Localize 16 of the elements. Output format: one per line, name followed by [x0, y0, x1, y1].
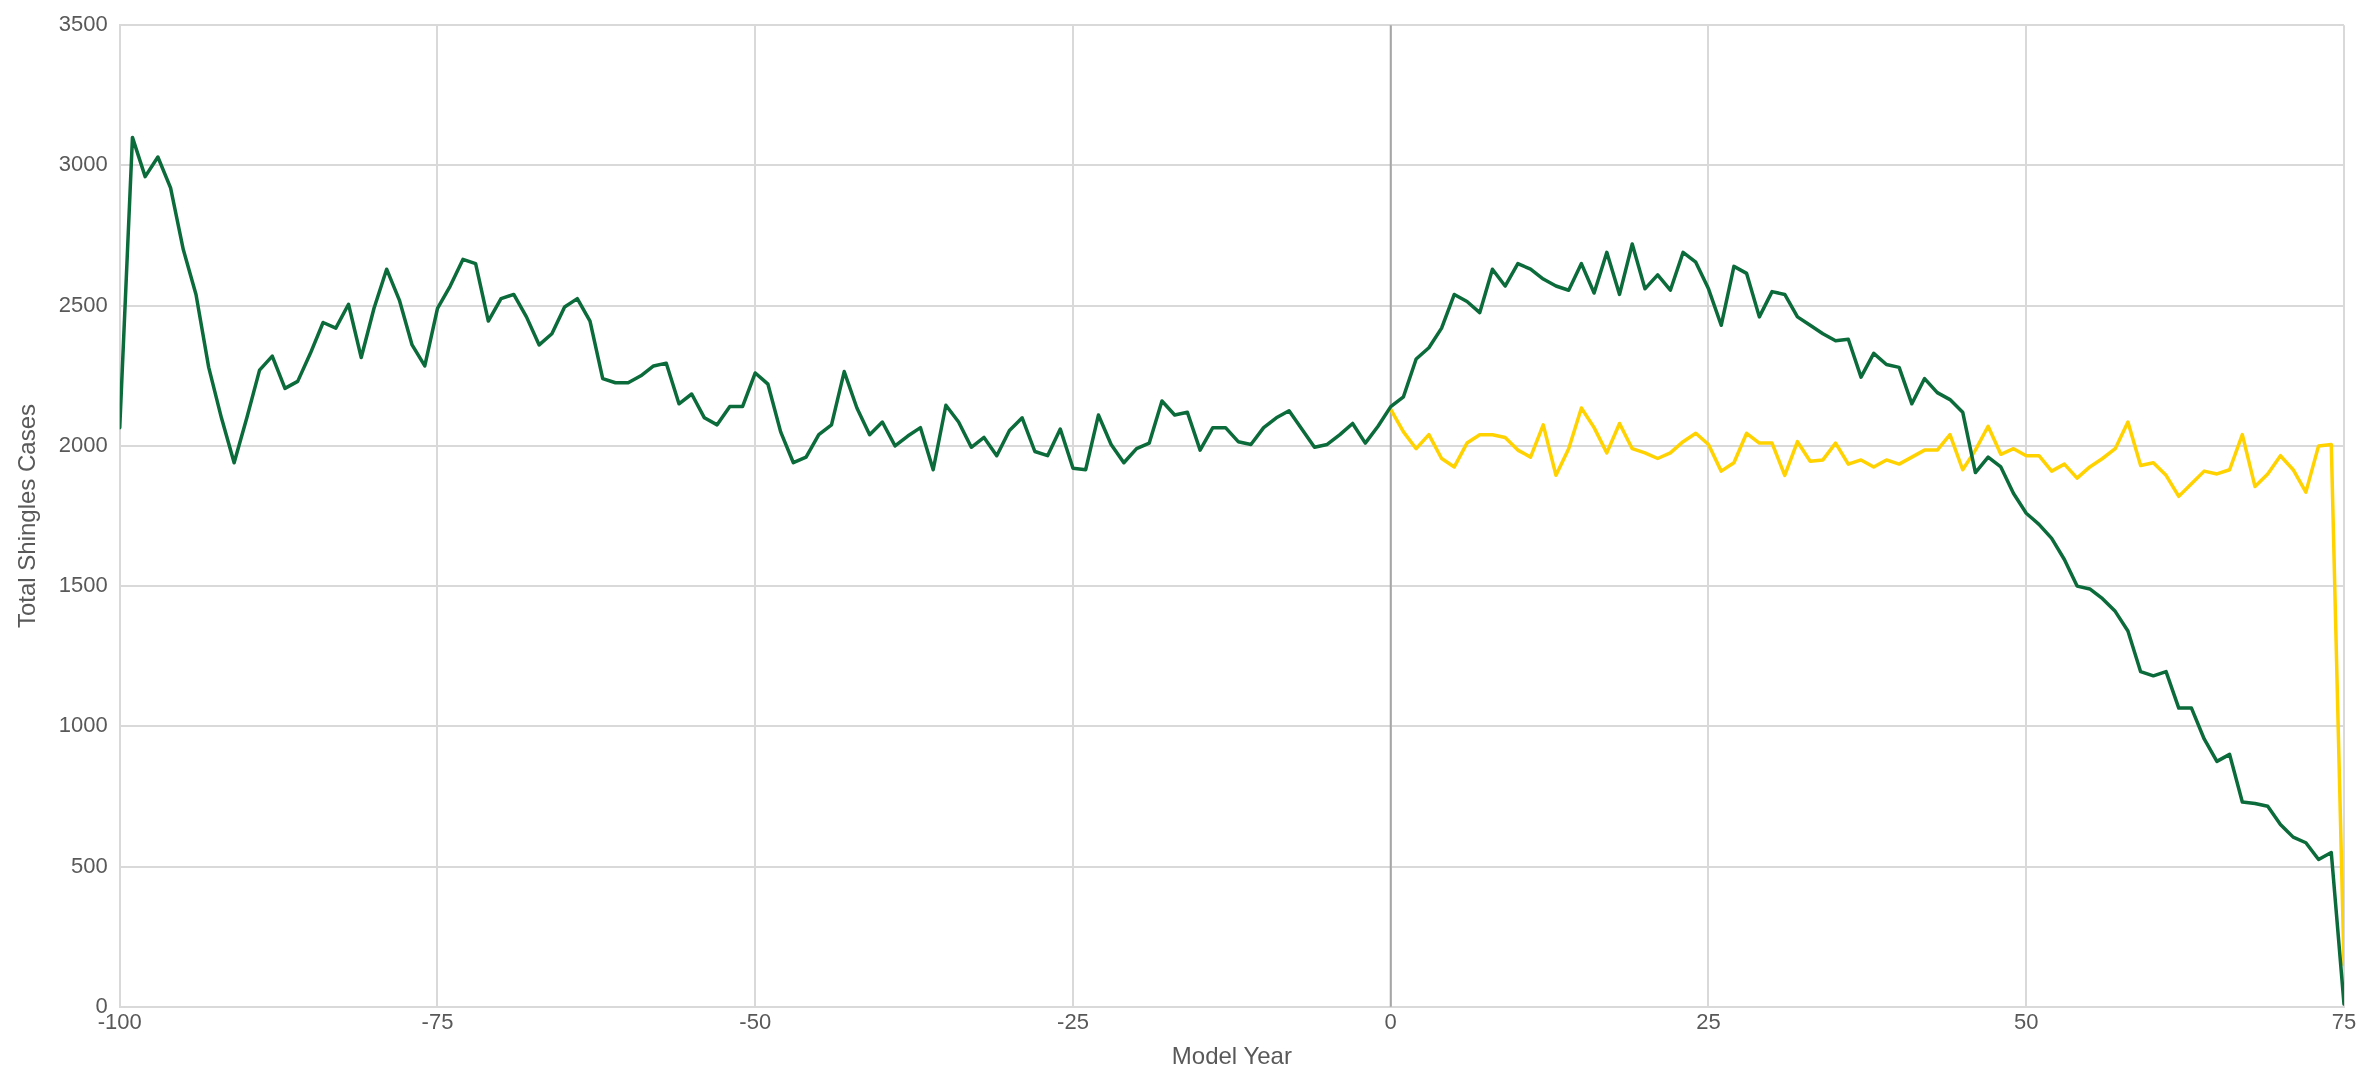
x-tick-label: 25 [1696, 1009, 1721, 1035]
x-tick-label: -50 [739, 1009, 772, 1035]
y-tick-label: 3500 [58, 11, 108, 37]
x-tick-label: -75 [421, 1009, 454, 1035]
y-tick-label: 3000 [58, 151, 108, 177]
x-tick-label: 50 [2014, 1009, 2039, 1035]
x-tick-label: 0 [1384, 1009, 1397, 1035]
y-axis-title: Total Shingles Cases [13, 403, 41, 629]
x-tick-label: 75 [2331, 1009, 2357, 1035]
x-axis-title: Model Year [1171, 1042, 1292, 1070]
y-tick-label: 500 [71, 852, 108, 878]
y-tick-label: 1500 [58, 572, 108, 598]
y-tick-label: 2000 [58, 431, 108, 457]
y-tick-label: 2500 [58, 291, 108, 317]
x-tick-label: -25 [1057, 1009, 1089, 1035]
y-tick-label: 1000 [58, 712, 108, 738]
